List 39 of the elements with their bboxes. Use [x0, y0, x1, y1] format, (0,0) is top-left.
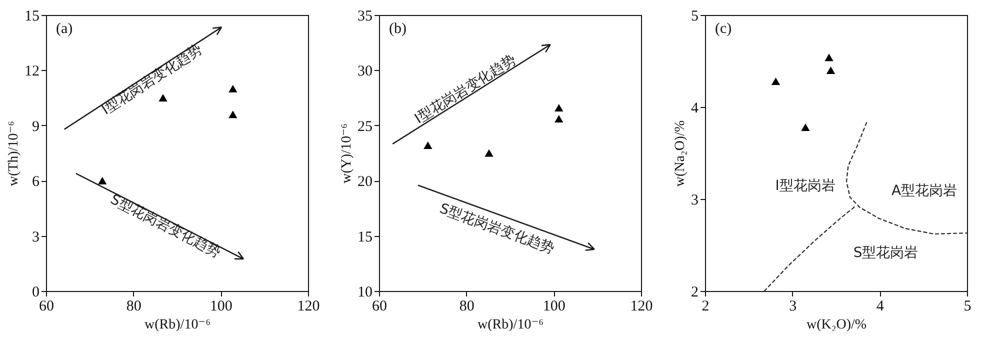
y-tick-label: 0: [32, 284, 40, 300]
x-tick-label: 3: [789, 298, 797, 314]
x-tick-label: 60: [372, 298, 387, 314]
x-tick-label: 4: [876, 298, 884, 314]
annotation: (c): [715, 21, 732, 37]
y-tick-label: 15: [24, 8, 40, 24]
x-tick-label: 80: [459, 298, 474, 314]
y-axis-title: w(Y)/10⁻⁶: [340, 124, 354, 184]
y-tick-label: 4: [691, 100, 699, 116]
y-tick-label: 5: [691, 8, 698, 24]
y-axis-title: w(Th)/10⁻⁶: [6, 120, 22, 186]
x-tick-label: 100: [210, 298, 232, 314]
y-tick-label: 30: [358, 64, 372, 80]
y-tick-label: 3: [691, 192, 698, 208]
x-tick-label: 120: [630, 298, 653, 314]
y-tick-label: 35: [358, 8, 372, 24]
x-tick-label: 80: [126, 298, 142, 314]
y-axis-title: w(Na₂O)/%: [673, 120, 688, 187]
annotation: I型花岗岩变化趋势: [412, 52, 519, 128]
annotation: A型花岗岩: [892, 182, 958, 199]
y-tick-label: 6: [32, 174, 40, 190]
y-tick-label: 9: [32, 118, 40, 135]
y-tick-label: 20: [358, 174, 372, 190]
x-tick-label: 120: [297, 298, 320, 314]
annotation: S型花岗岩变化趋势: [437, 200, 556, 258]
x-tick-label: 100: [542, 298, 566, 314]
x-tick-label: 5: [964, 298, 972, 314]
y-tick-label: 25: [358, 118, 372, 135]
y-tick-label: 12: [24, 64, 40, 80]
y-tick-label: 15: [358, 229, 372, 246]
annotation: S型花岗岩: [853, 245, 918, 262]
annotation: (b): [389, 21, 406, 37]
y-tick-label: 2: [691, 284, 698, 300]
annotation: I型花岗岩: [775, 178, 836, 194]
y-tick-label: 3: [32, 229, 40, 246]
annotation: (a): [56, 21, 73, 37]
x-tick-label: 60: [39, 298, 54, 314]
y-tick-label: 10: [358, 284, 372, 300]
x-tick-label: 2: [702, 298, 710, 314]
